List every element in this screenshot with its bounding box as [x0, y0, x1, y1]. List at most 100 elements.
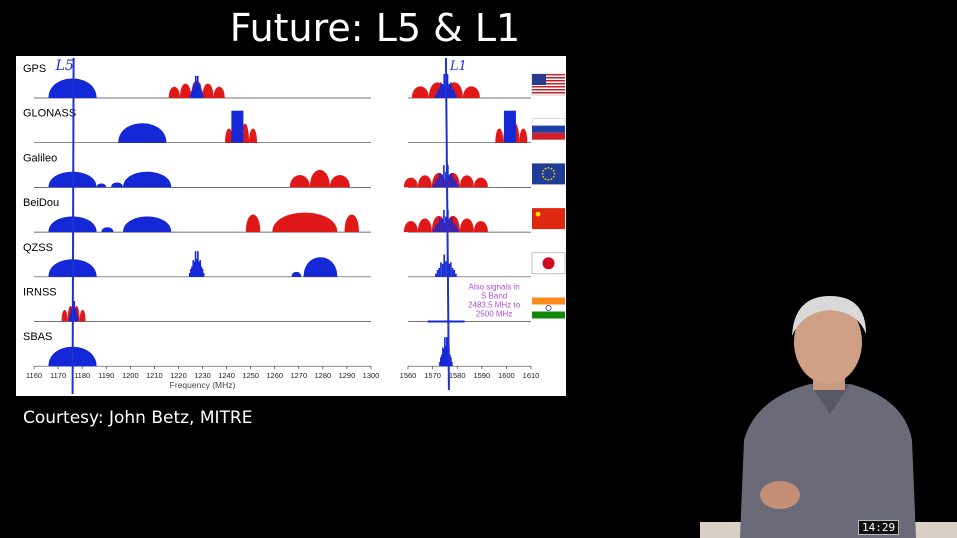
galileo-e1-spikes — [443, 165, 445, 188]
qzss-l1-spikes — [436, 269, 439, 277]
galileo-e1-lobes — [417, 175, 432, 188]
qzss-l1-spikes — [438, 267, 441, 277]
system-label-irnss: IRNSS — [23, 287, 57, 299]
qzss-l1-spikes — [435, 273, 437, 277]
galileo-e5-sidelobe — [96, 183, 107, 188]
beidou-b3-side-lobe — [245, 214, 261, 233]
gps-l2-spikes — [195, 82, 198, 98]
galileo-e5-sidelobe — [111, 182, 124, 188]
system-label-glonass: GLONASS — [23, 108, 76, 120]
gps-l2-lobes — [213, 86, 225, 98]
beidou-b1-spikes — [457, 228, 459, 233]
sbas-l1-spikes — [450, 357, 452, 367]
tick-label-right: 1590 — [473, 371, 490, 380]
handwritten-l1-line — [444, 57, 450, 391]
glonass-l2-lobes — [249, 128, 258, 143]
flag-usa-canton — [532, 74, 546, 85]
qzss-l1-spikes — [443, 254, 446, 277]
flag-eu-star — [544, 178, 547, 180]
beidou-b1-spikes — [445, 216, 447, 233]
irnss-l5-lobes — [61, 309, 68, 322]
galileo-e1-spikes — [445, 171, 447, 188]
flag-usa-stripe — [532, 74, 565, 76]
galileo-e1-spikes — [457, 184, 459, 188]
irnss-s-band-note: Also signals in S Band 2483.5 MHz to 2500 M… — [468, 283, 521, 319]
flag-usa-stripe — [532, 86, 565, 88]
flag-eu-star — [542, 170, 545, 172]
gps-l2-spikes — [198, 83, 201, 98]
beidou-b2b-band — [123, 216, 172, 233]
qzss-l1-spikes — [441, 263, 444, 277]
beidou-b1-lobes — [403, 221, 418, 233]
beidou-b1-spikes — [453, 223, 455, 233]
qzss-l2-spikes — [194, 251, 197, 277]
flag-china-star — [535, 211, 541, 217]
handwritten-l5-label: L5 — [55, 58, 74, 74]
gps-l1-spikes — [440, 82, 442, 98]
glonass-l3-band — [118, 123, 167, 143]
galileo-e1-spikes — [453, 178, 455, 188]
glonass-l2-lobes — [225, 128, 234, 143]
tick-label-left: 1160 — [26, 371, 42, 380]
x-axis-label: Frequency (MHz) — [170, 380, 236, 390]
tick-label-right: 1600 — [498, 371, 515, 380]
beidou-b1-spikes — [455, 225, 457, 233]
tick-label-left: 1260 — [266, 371, 283, 380]
handwritten-l1-label: L1 — [449, 59, 467, 74]
galileo-e5b-band — [123, 171, 172, 188]
flag-eu-star — [542, 176, 545, 178]
qzss-l2-spikes — [201, 268, 204, 277]
gps-l1-spikes — [450, 82, 452, 98]
qzss-l2-spikes — [197, 251, 199, 277]
flag-russia-red — [532, 132, 565, 140]
beidou-b1-lobes — [459, 218, 474, 233]
beidou-b1-spikes — [433, 228, 435, 233]
tick-label-left: 1300 — [363, 371, 380, 380]
gps-l1-lobes — [411, 86, 429, 98]
beidou-b1-lobes — [473, 221, 488, 233]
flag-eu-star — [550, 167, 553, 170]
qzss-l1-spikes — [445, 261, 447, 277]
beidou-b1-lobes — [417, 218, 432, 233]
flag-eu-star — [552, 170, 555, 172]
flag-eu-star — [544, 167, 547, 170]
gps-l1-lobes — [462, 86, 480, 98]
qzss-l2-spikes — [200, 266, 203, 277]
qzss-l1-spikes — [451, 267, 454, 277]
glonass-l1-lobes — [519, 128, 528, 143]
gps-l2-spikes — [191, 89, 194, 98]
flag-russia-blue — [532, 125, 565, 133]
system-label-beidou: BeiDou — [23, 197, 59, 209]
gps-l2-spikes — [189, 94, 192, 98]
galileo-e1-spikes — [441, 174, 443, 188]
beidou-b1-spikes — [437, 223, 439, 233]
gps-l2-spikes — [193, 84, 196, 98]
galileo-e6-lobes — [289, 175, 310, 188]
flag-india-white — [532, 304, 565, 312]
flag-usa-stripe — [532, 92, 565, 94]
qzss-l2-spikes — [202, 273, 205, 277]
presenter-hair — [792, 296, 866, 336]
gps-l1-spikes — [441, 83, 444, 98]
flag-usa-stripe — [532, 83, 565, 85]
glonass-l1-lobes — [495, 128, 504, 143]
galileo-e6-lobes — [329, 175, 350, 188]
galileo-e1-spikes — [449, 174, 451, 188]
sbas-l1-spikes — [451, 361, 453, 367]
video-timestamp: 14:29 — [858, 520, 900, 535]
qzss-l1-spikes — [455, 273, 457, 277]
tick-label-left: 1280 — [315, 371, 332, 380]
gps-l1-spikes — [446, 74, 449, 98]
tick-label-left: 1170 — [50, 371, 66, 380]
flag-usa-stripe — [532, 80, 565, 82]
tick-label-right: 1580 — [449, 371, 466, 380]
gps-l2-spikes — [201, 94, 204, 98]
galileo-e1-spikes — [451, 172, 453, 188]
irnss-l5-lobes — [79, 309, 86, 322]
gps-l1-spikes — [453, 90, 456, 98]
presenter-hand — [760, 481, 800, 509]
tick-label-right: 1610 — [523, 371, 540, 380]
gps-l2-lobes — [179, 83, 192, 98]
gps-l2-spikes — [197, 84, 200, 98]
tick-label-left: 1190 — [98, 371, 114, 380]
